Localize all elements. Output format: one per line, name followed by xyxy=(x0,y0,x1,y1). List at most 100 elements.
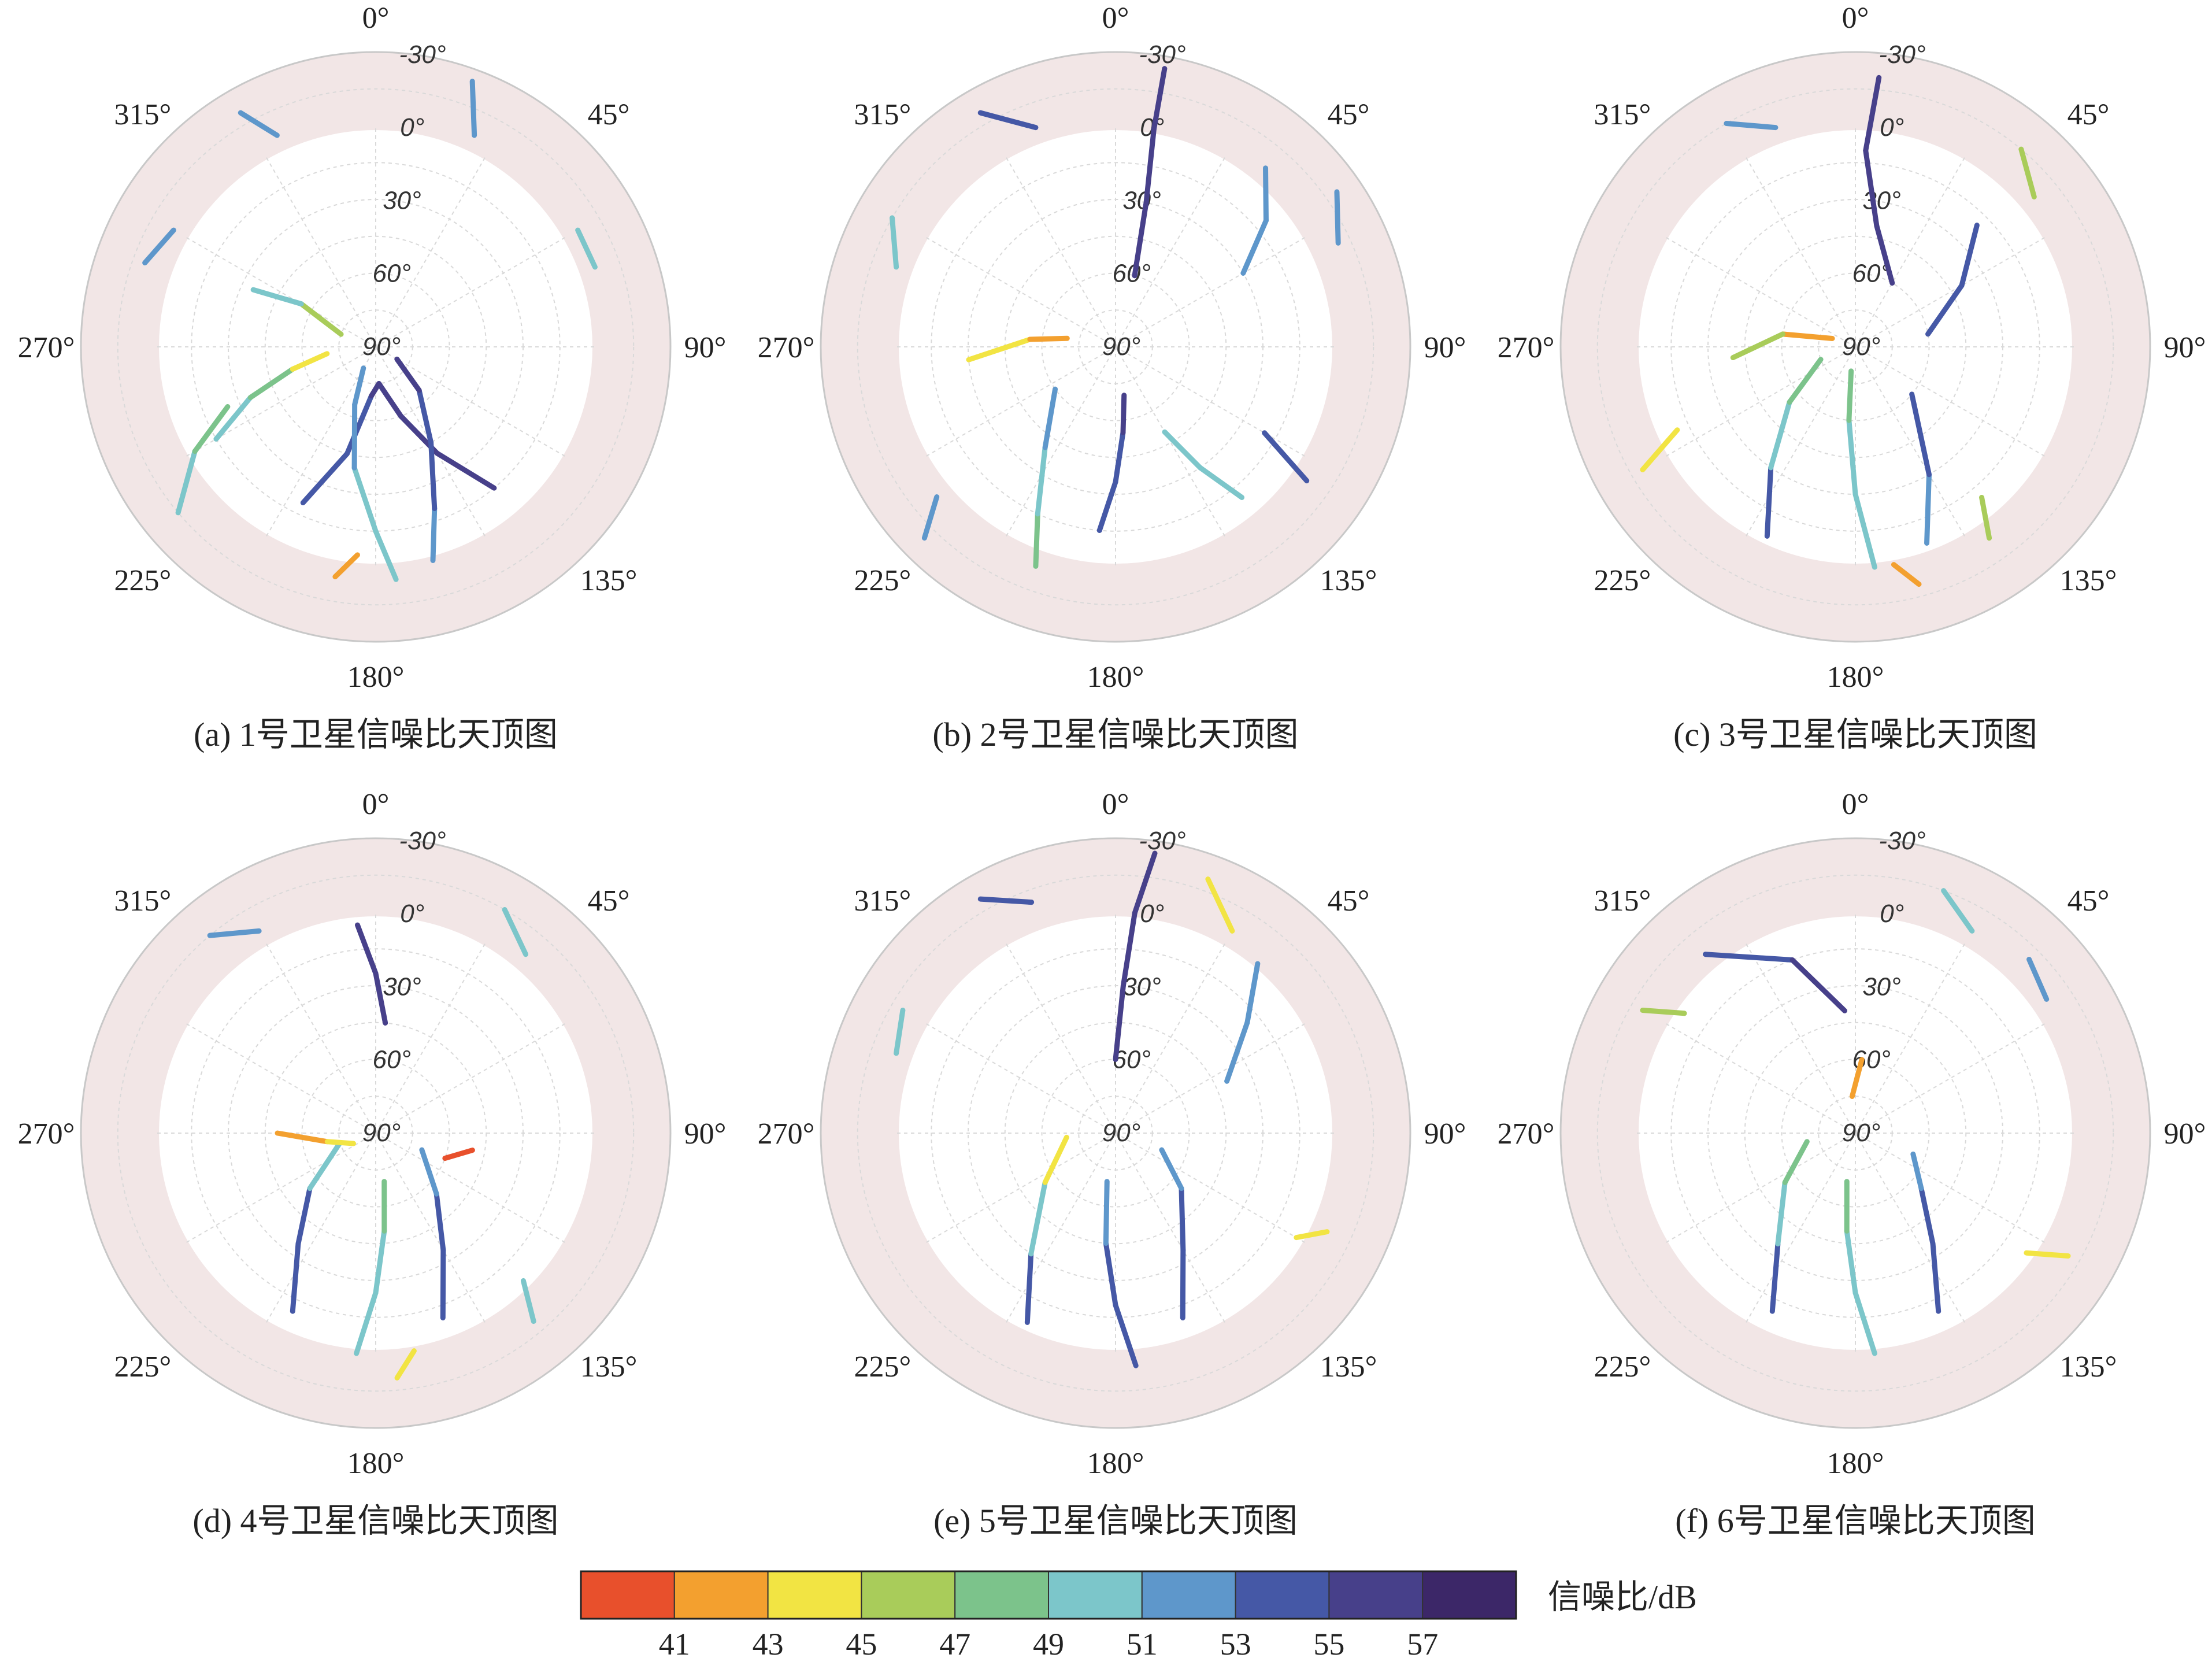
grid-spoke xyxy=(1115,235,1307,347)
satellite-track xyxy=(351,365,399,582)
grid-spoke xyxy=(1115,941,1227,1134)
track-segment xyxy=(1042,1134,1069,1185)
panel-caption: (f) 6号卫星信噪比天顶图 xyxy=(1675,1502,2035,1540)
track-segment xyxy=(416,387,434,446)
grid-circle xyxy=(117,88,635,606)
grid-spoke xyxy=(375,346,487,539)
track-segment xyxy=(1113,983,1126,1062)
satellite-track xyxy=(1863,75,1895,286)
grid-spoke xyxy=(184,1133,376,1245)
track-segment xyxy=(1930,1241,1941,1314)
track-segment xyxy=(250,287,304,307)
track-segment xyxy=(428,440,438,512)
polar-panel-2: 0°45°90°135°180°225°270°315°-30°0°30°60°… xyxy=(758,2,1466,753)
azimuth-label: 315° xyxy=(114,885,172,917)
track-segment xyxy=(1096,479,1118,534)
grid-spoke xyxy=(924,235,1116,347)
track-segment xyxy=(1179,1186,1186,1253)
azimuth-label: 135° xyxy=(580,1350,638,1383)
elevation-label: -30° xyxy=(1139,40,1185,69)
colorbar-tick-label: 45 xyxy=(846,1627,877,1662)
grid-spoke xyxy=(184,346,376,458)
satellite-track xyxy=(1724,121,1779,131)
satellite-track xyxy=(1159,1147,1186,1320)
azimuth-label: 180° xyxy=(1827,1447,1884,1480)
satellite-track xyxy=(977,896,1035,905)
satellite-track xyxy=(977,110,1039,131)
track-segment xyxy=(324,1139,356,1146)
grid-spoke xyxy=(1004,155,1116,347)
colorbar-title: 信噪比/dB xyxy=(1548,1578,1697,1616)
colorbar-tick-label: 57 xyxy=(1407,1627,1438,1662)
polar-panel-4: 0° 45° 90° 135° 180° 225° 270° 315° -30° 0° 30° 60°… xyxy=(18,788,727,1540)
track-segment xyxy=(1918,1186,1936,1246)
track-segment xyxy=(1143,126,1157,206)
satellite-track xyxy=(1162,429,1245,500)
grid-spoke xyxy=(1744,155,1856,347)
satellite-track xyxy=(1891,562,1922,587)
satellite-track xyxy=(1844,1179,1877,1356)
track-segment xyxy=(1863,147,1880,229)
track-segment xyxy=(1640,1008,1687,1016)
grid-spoke xyxy=(1115,1133,1307,1245)
track-segment xyxy=(1132,200,1149,279)
colorbar-swatch xyxy=(580,1571,675,1619)
track-segment xyxy=(355,922,379,976)
track-segment xyxy=(1132,850,1158,916)
elevation-label: -30° xyxy=(1878,40,1925,69)
colorbar-tick-label: 43 xyxy=(753,1627,784,1662)
track-segment xyxy=(1844,1228,1858,1296)
grid-spoke xyxy=(184,235,376,347)
satellite-track xyxy=(1640,1008,1687,1016)
grid-spoke xyxy=(1855,1133,1967,1325)
colorbar-swatch xyxy=(673,1571,769,1619)
elevation-label: 90° xyxy=(1842,332,1881,361)
satellite-track xyxy=(207,928,262,938)
track-segment xyxy=(1979,494,1992,541)
satellite-track xyxy=(1240,165,1269,276)
colorbar-frame xyxy=(580,1570,1517,1620)
track-segment xyxy=(373,1228,387,1296)
satellite-track xyxy=(1910,1151,1941,1314)
elevation-label: 30° xyxy=(383,972,421,1001)
azimuth-label: 315° xyxy=(114,98,172,131)
grid-spoke xyxy=(1115,346,1227,539)
grid-spoke xyxy=(1663,346,1856,458)
satellite-track xyxy=(1846,368,1877,570)
track-segment xyxy=(1244,961,1261,1026)
grid-circle xyxy=(264,235,487,458)
grid-circle xyxy=(1781,1059,1930,1208)
track-segment xyxy=(433,1191,446,1253)
azimuth-label: 315° xyxy=(1594,98,1651,131)
elevation-label: 90° xyxy=(1102,332,1141,361)
track-segment xyxy=(1789,957,1847,1013)
azimuth-label: 225° xyxy=(114,564,172,597)
track-segment xyxy=(1910,1151,1924,1191)
colorbar-tick-label: 53 xyxy=(1220,1627,1251,1662)
satellite-track xyxy=(575,227,598,270)
satellite-track xyxy=(394,356,438,563)
colorbar-swatch xyxy=(1048,1571,1143,1619)
azimuth-label: 90° xyxy=(684,331,727,364)
grid-circle xyxy=(1670,162,2040,532)
azimuth-label: 180° xyxy=(1827,661,1884,694)
track-segment xyxy=(1846,417,1858,497)
azimuth-label: 225° xyxy=(114,1350,172,1383)
track-segment xyxy=(1764,465,1774,539)
satellite-track xyxy=(2026,956,2050,1002)
track-segment xyxy=(1035,445,1048,517)
azimuth-label: 45° xyxy=(1328,98,1370,131)
track-segment xyxy=(894,1008,906,1056)
azimuth-label: 315° xyxy=(1594,885,1651,917)
grid-circle xyxy=(1781,272,1930,421)
satellite-track xyxy=(502,907,529,957)
colorbar-swatch xyxy=(1235,1571,1330,1619)
elevation-label: -30° xyxy=(1139,827,1185,855)
grid-spoke xyxy=(924,1022,1116,1134)
track-segment xyxy=(1874,223,1895,286)
track-segment xyxy=(332,552,361,580)
satellite-track xyxy=(1769,1139,1810,1314)
satellite-track xyxy=(213,351,330,442)
azimuth-label: 135° xyxy=(580,564,638,597)
